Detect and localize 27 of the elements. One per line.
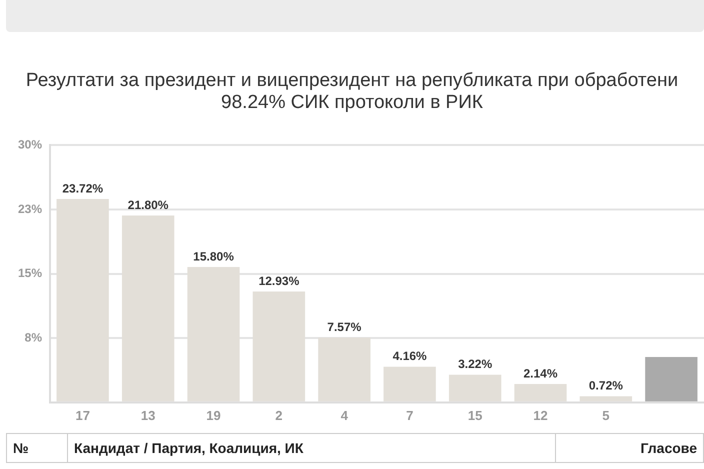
x-tick-label: 19 [206, 408, 221, 423]
x-tick-label: 5 [602, 408, 610, 423]
x-tick-label: 4 [340, 408, 349, 423]
x-tick-label: 7 [406, 408, 414, 423]
data-label: 2.14% [523, 366, 558, 380]
data-label: 23.72% [62, 181, 104, 196]
data-label: 0.72% [588, 378, 624, 393]
x-tick-label: 12 [533, 408, 548, 423]
bar [645, 356, 698, 402]
x-tick-label: 15 [468, 408, 482, 423]
data-label: 3.22% [458, 357, 492, 372]
x-tick-label: 17 [75, 408, 90, 423]
data-label: 4.16% [392, 349, 428, 364]
y-tick-label: 15% [18, 266, 42, 280]
y-tick-label: 8% [24, 330, 42, 344]
x-tick-label: 2 [275, 408, 283, 423]
data-label: 15.80% [193, 249, 234, 264]
data-label: 21.80% [128, 198, 169, 212]
y-tick-label: 23% [18, 202, 42, 216]
y-tick-label: 30% [18, 138, 42, 152]
text: Кандидат / Партия, Коалиция, ИК [67, 434, 556, 462]
chart-title: Резултати за президент и вицепрезидент на републиката при обработени 98.24% СИК протоколи в РИК [24, 70, 680, 114]
text: № [6, 434, 68, 462]
x-tick-label: 13 [140, 408, 156, 423]
data-label: 7.57% [327, 320, 362, 334]
text: Гласове [555, 434, 704, 462]
data-label: 12.93% [258, 274, 300, 288]
